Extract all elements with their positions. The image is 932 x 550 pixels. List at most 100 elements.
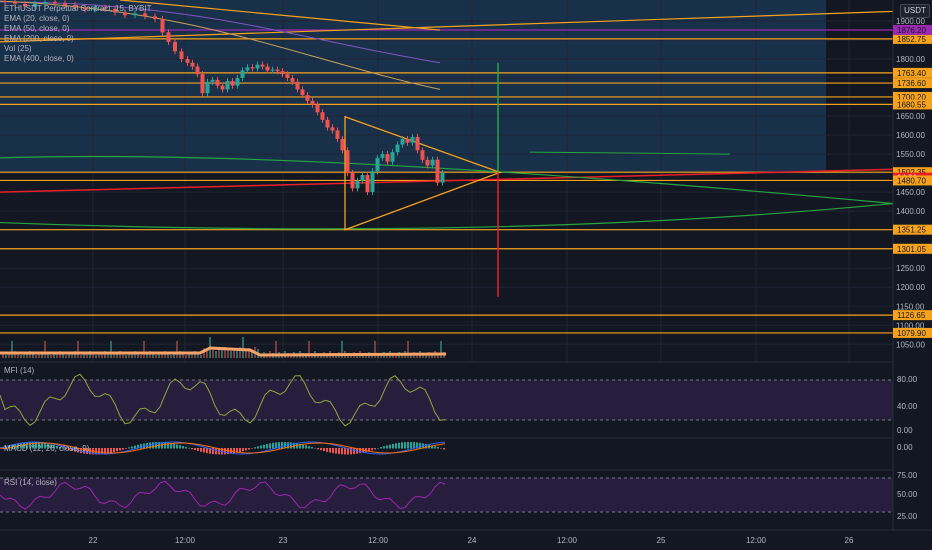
macd-hist-407 (407, 442, 409, 449)
rsi-tick-1: 50.00 (897, 490, 918, 499)
volume-bar-98 (98, 352, 100, 358)
legend-ema-20[interactable]: EMA (20, close, 0) (4, 14, 70, 23)
macd-hist-50 (50, 444, 52, 449)
macd-hist-263 (263, 444, 265, 449)
volume-bar-155 (155, 355, 157, 358)
macd-hist-209 (209, 448, 211, 454)
macd-hist-308 (308, 446, 310, 449)
volume-bar-125 (125, 355, 127, 358)
macd-hist-194 (194, 448, 196, 451)
legend-ema-400[interactable]: EMA (400, close, 0) (4, 54, 74, 63)
macd-hist-431 (431, 445, 433, 449)
macd-hist-290 (290, 442, 292, 449)
legend-vol[interactable]: Vol (25) (4, 44, 32, 53)
price-tag-label-2: 1763.40 (897, 69, 926, 78)
macd-hist-377 (377, 447, 379, 449)
volume-bar-26 (26, 354, 28, 358)
price-tag-label-1: 1876.20 (897, 26, 926, 35)
volume-bar-410 (410, 355, 412, 358)
macd-hist-59 (59, 446, 61, 449)
macd-hist-116 (116, 448, 118, 452)
volume-bar-35 (35, 355, 37, 358)
candle-body-39 (275, 69, 280, 72)
volume-bar-23 (23, 352, 25, 358)
candle-body-11 (103, 7, 107, 9)
price-tag-label-0: 1852.75 (897, 35, 926, 44)
macd-hist-410 (410, 442, 412, 449)
x-tick-label-5: 12:00 (557, 536, 578, 545)
candle-body-38 (270, 69, 275, 71)
volume-bar-395 (395, 355, 397, 358)
candle-body-26 (210, 79, 215, 82)
macd-hist-359 (359, 448, 361, 454)
volume-bar-290 (290, 355, 292, 358)
candle-body-65 (405, 138, 410, 143)
volume-bar-242 (242, 337, 244, 358)
rsi-label[interactable]: RSI (14, close) (4, 478, 57, 487)
volume-bar-8 (8, 352, 10, 358)
macd-hist-29 (29, 442, 31, 449)
macd-hist-128 (128, 447, 130, 449)
y-tick-label-2: 1800.00 (896, 55, 925, 64)
volume-bar-440 (440, 341, 442, 358)
candle-body-63 (395, 144, 400, 153)
volume-bar-176 (176, 341, 178, 358)
macd-hist-233 (233, 448, 235, 454)
mfi-label[interactable]: MFI (14) (4, 366, 35, 375)
candle-body-49 (325, 119, 330, 128)
macd-hist-38 (38, 442, 40, 449)
macd-hist-299 (299, 443, 301, 449)
y-tick-label-10: 1400.00 (896, 207, 925, 216)
candle-body-18 (166, 32, 171, 42)
volume-bar-44 (44, 341, 46, 358)
macd-hist-302 (302, 444, 304, 449)
macd-hist-419 (419, 442, 421, 449)
macd-hist-197 (197, 448, 199, 451)
triangle-pattern (344, 115, 502, 231)
volume-bar-128 (128, 352, 130, 358)
legend-ema-200[interactable]: EMA (200, close, 0) (4, 34, 74, 43)
macd-hist-323 (323, 448, 325, 452)
price-tag-label-3: 1736.60 (897, 79, 926, 88)
macd-hist-62 (62, 447, 64, 449)
macd-hist-257 (257, 446, 259, 449)
candle-body-34 (250, 67, 255, 69)
macd-hist-200 (200, 448, 202, 452)
volume-ma-line (0, 346, 447, 357)
rsi-tick-2: 25.00 (897, 512, 918, 521)
macd-hist-266 (266, 443, 268, 449)
macd-hist-152 (152, 442, 154, 449)
price-tag-label-10: 1301.05 (897, 245, 926, 254)
candle-body-59 (375, 157, 380, 172)
price-axis-bg (893, 0, 932, 550)
candle-body-1 (3, 1, 7, 3)
price-tag-8 (893, 175, 932, 186)
candle-body-58 (370, 171, 375, 193)
macd-hist-275 (275, 442, 277, 449)
macd-pane-bg (0, 438, 893, 470)
price-tag-2 (893, 67, 932, 78)
volume-bar-56 (56, 354, 58, 358)
volume-bar-140 (140, 355, 142, 358)
macd-hist-101 (101, 448, 103, 455)
candle-body-8 (73, 4, 77, 8)
volume-bar-239 (239, 347, 241, 358)
candle-body-2 (13, 1, 17, 4)
macd-hist-167 (167, 442, 169, 449)
macd-label[interactable]: MACD (12, 26, close, 9) (4, 444, 90, 453)
volume-bar-152 (152, 353, 154, 358)
macd-hist-395 (395, 443, 397, 449)
candle-body-53 (345, 150, 350, 174)
macd-hist-191 (191, 448, 193, 450)
price-tag-11 (893, 310, 932, 321)
candle-body-64 (400, 138, 405, 145)
currency-button[interactable]: USDT (900, 4, 930, 18)
volume-bar-236 (236, 350, 238, 358)
price-tag-9 (893, 224, 932, 235)
y-tick-label-17: 1050.00 (896, 340, 925, 349)
candle-body-45 (305, 95, 310, 101)
green-arc-lower (0, 202, 894, 230)
legend-ema-50[interactable]: EMA (50, close, 0) (4, 24, 70, 33)
candle-body-54 (350, 173, 355, 189)
